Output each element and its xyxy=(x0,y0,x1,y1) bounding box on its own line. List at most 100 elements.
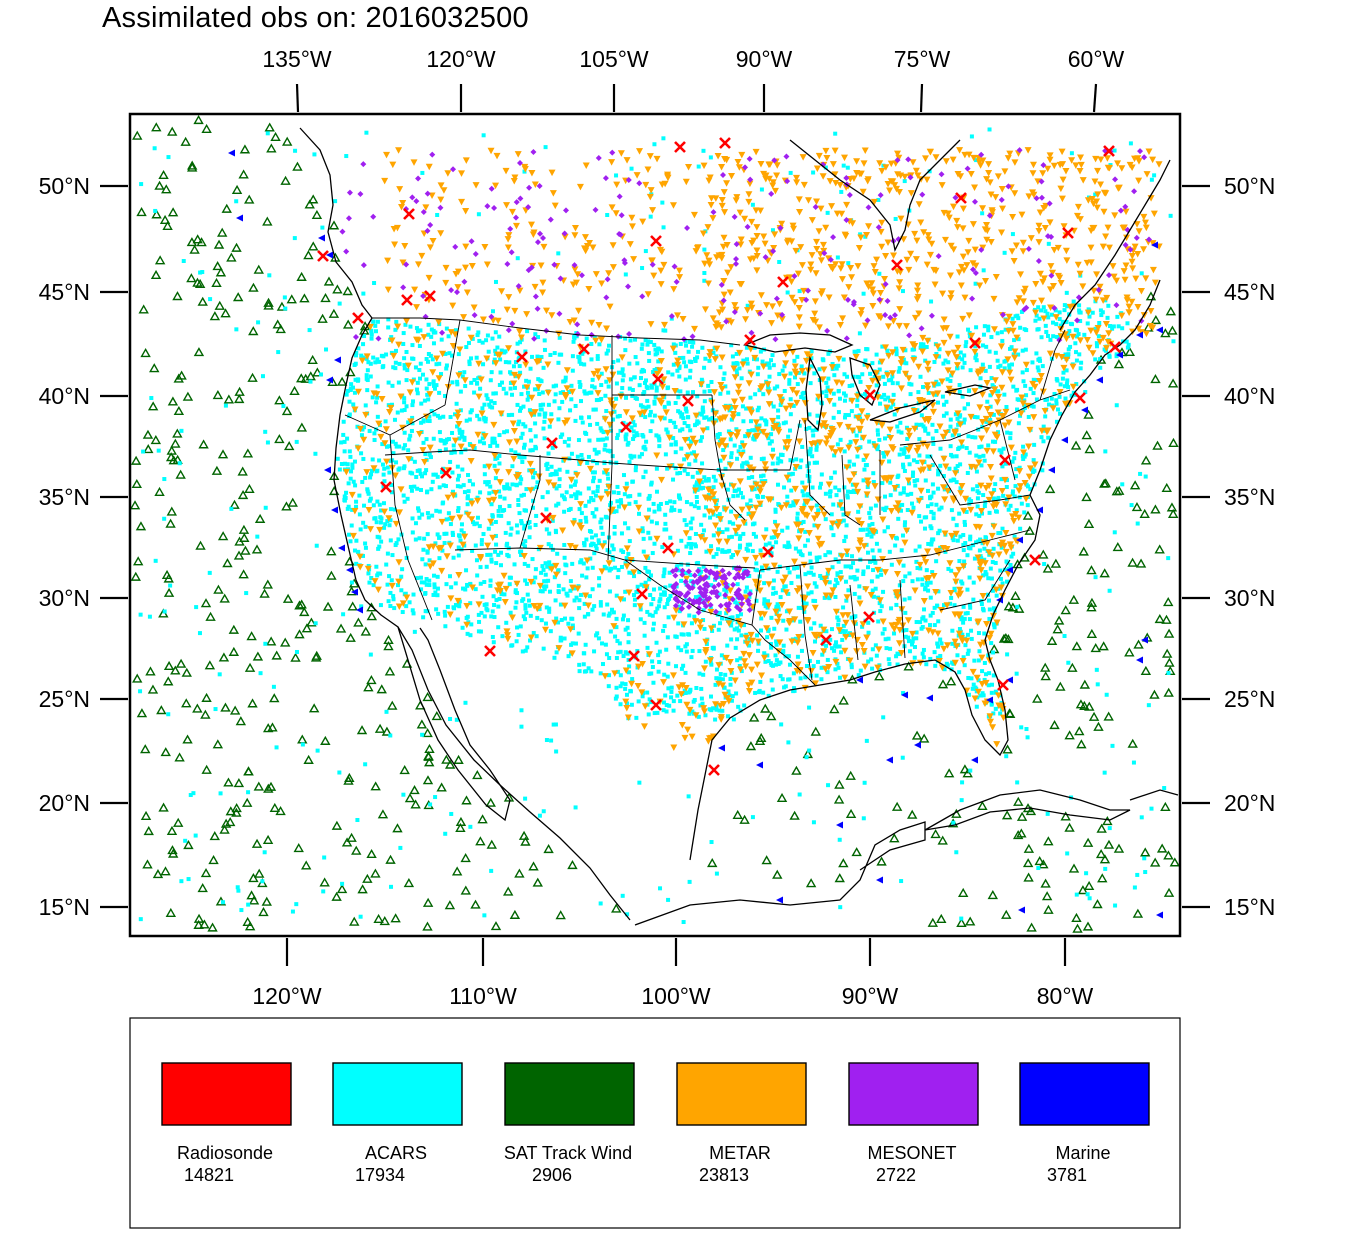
acars-point xyxy=(1138,471,1143,476)
acars-point xyxy=(1104,692,1109,697)
acars-point xyxy=(556,568,561,573)
acars-point xyxy=(737,545,742,550)
acars-point xyxy=(371,319,376,324)
acars-point xyxy=(655,351,660,356)
acars-point xyxy=(547,563,552,568)
sat-track-wind-point xyxy=(211,465,223,475)
metar-point xyxy=(582,162,590,170)
metar-point xyxy=(848,274,856,281)
sat-track-wind-point xyxy=(167,845,178,855)
acars-point xyxy=(475,333,480,338)
acars-point xyxy=(399,574,404,579)
acars-point xyxy=(535,354,540,359)
acars-point xyxy=(963,344,968,349)
acars-point xyxy=(426,332,431,337)
acars-point xyxy=(349,523,354,528)
acars-point xyxy=(613,696,618,701)
acars-point xyxy=(722,685,727,690)
acars-point xyxy=(873,643,878,648)
acars-point xyxy=(572,517,577,522)
metar-point xyxy=(895,285,903,292)
acars-point xyxy=(837,396,842,401)
acars-point xyxy=(1132,885,1137,890)
acars-point xyxy=(405,546,410,551)
acars-point xyxy=(901,563,906,568)
acars-point xyxy=(1106,303,1111,308)
acars-point xyxy=(808,446,813,451)
acars-point xyxy=(875,574,880,579)
metar-point xyxy=(997,584,1005,592)
acars-point xyxy=(711,533,716,538)
acars-point xyxy=(833,557,838,562)
acars-point xyxy=(518,624,523,629)
acars-point xyxy=(825,210,830,215)
sat-track-wind-point xyxy=(739,814,750,824)
metar-point xyxy=(1012,242,1020,250)
acars-point xyxy=(457,436,462,441)
sat-track-wind-point xyxy=(829,704,840,714)
acars-point xyxy=(653,347,658,352)
acars-point xyxy=(570,641,575,646)
metar-point xyxy=(958,439,966,447)
acars-point xyxy=(554,472,559,477)
acars-point xyxy=(626,526,631,531)
acars-point xyxy=(416,508,421,513)
acars-point xyxy=(493,549,498,554)
metar-point xyxy=(799,154,807,161)
acars-point xyxy=(643,565,648,570)
acars-point xyxy=(635,584,640,589)
acars-point xyxy=(952,478,957,483)
acars-point xyxy=(1053,308,1058,313)
acars-point xyxy=(679,648,684,653)
sat-track-wind-point xyxy=(1112,542,1124,552)
acars-point xyxy=(395,410,400,415)
acars-point xyxy=(701,672,706,677)
acars-point xyxy=(687,462,692,467)
acars-point xyxy=(837,644,842,649)
acars-point xyxy=(586,454,591,459)
acars-point xyxy=(1008,436,1013,441)
acars-point xyxy=(733,600,738,605)
acars-point xyxy=(917,453,922,458)
acars-point xyxy=(815,397,820,402)
acars-point xyxy=(265,440,270,445)
acars-point xyxy=(896,429,901,434)
acars-point xyxy=(854,433,859,438)
acars-point xyxy=(652,342,657,347)
acars-point xyxy=(464,418,469,423)
acars-point xyxy=(478,565,483,570)
acars-point xyxy=(388,733,393,738)
acars-point xyxy=(731,361,736,366)
acars-point xyxy=(1012,494,1017,499)
acars-point xyxy=(439,337,444,342)
acars-point xyxy=(384,562,389,567)
acars-point xyxy=(963,541,968,546)
acars-point xyxy=(955,464,960,469)
acars-point xyxy=(1042,562,1047,567)
sat-track-wind-point xyxy=(444,900,456,910)
acars-point xyxy=(980,362,985,367)
sat-track-wind-point xyxy=(1161,482,1172,493)
acars-point xyxy=(863,358,868,363)
acars-point xyxy=(381,501,386,506)
acars-point xyxy=(863,391,868,396)
acars-point xyxy=(736,487,741,492)
acars-point xyxy=(568,588,573,593)
acars-point xyxy=(702,278,707,283)
acars-point xyxy=(558,602,563,607)
acars-point xyxy=(708,606,713,611)
acars-point xyxy=(623,682,628,687)
acars-point xyxy=(818,485,823,490)
acars-point xyxy=(666,400,671,405)
acars-point xyxy=(742,703,747,708)
acars-point xyxy=(613,565,618,570)
metar-point xyxy=(635,504,643,512)
acars-point xyxy=(369,468,374,473)
sat-track-wind-point xyxy=(1113,359,1125,369)
acars-point xyxy=(562,439,567,444)
metar-point xyxy=(474,431,482,439)
acars-point xyxy=(520,598,525,603)
metar-point xyxy=(831,449,839,456)
acars-point xyxy=(891,402,896,407)
acars-point xyxy=(408,484,413,489)
